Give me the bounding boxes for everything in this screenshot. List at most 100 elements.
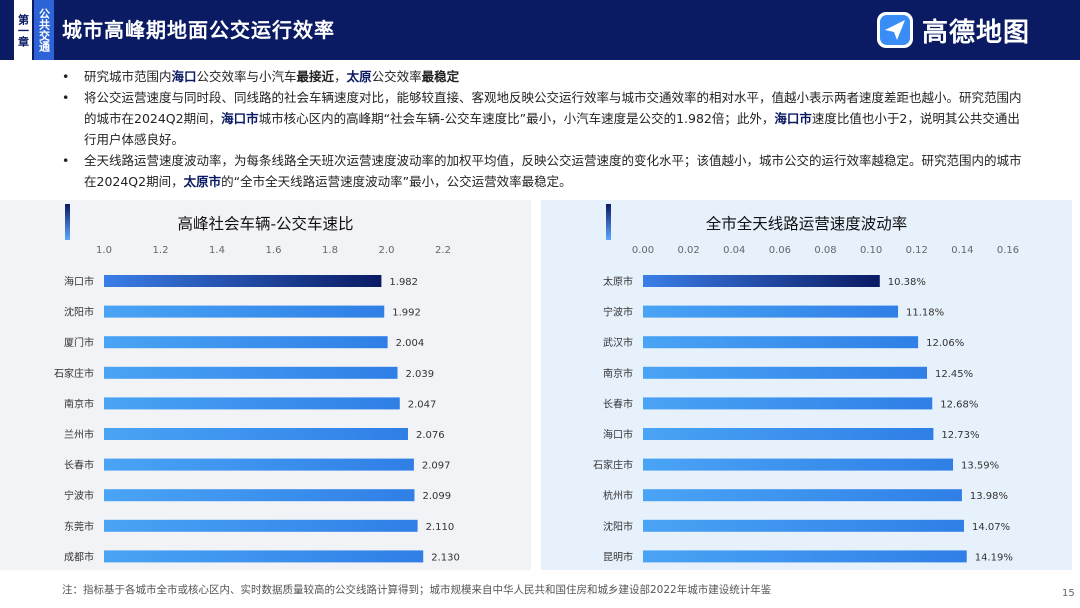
tick-label: 0.06	[769, 245, 791, 256]
value-label: 2.076	[416, 430, 445, 441]
bar	[104, 489, 415, 502]
category-label: 东莞市	[64, 520, 94, 533]
category-label: 海口市	[603, 428, 633, 441]
category-label: 昆明市	[603, 550, 633, 563]
bullet-dot-icon: •	[62, 90, 70, 105]
category-label: 杭州市	[603, 489, 633, 502]
value-label: 10.38%	[888, 277, 926, 288]
panel-accent-bar	[65, 204, 70, 240]
category-label: 长春市	[603, 397, 633, 410]
speed-ratio-chart: 1.0 1.2 1.4 1.6 1.8 2.0 2.2 海口市 1.982 沈阳市 1.992 厦门市…	[54, 245, 460, 563]
bullet-text: 全天线路运营速度波动率，为每条线路全天班次运营速度波动率的加权平均值，反映公交运…	[84, 153, 1022, 189]
value-label: 14.07%	[972, 522, 1010, 533]
value-label: 14.19%	[975, 552, 1013, 563]
bullet-item: • 研究城市范围内海口公交效率与小汽车最接近，太原公交效率最稳定	[62, 66, 1022, 87]
bar	[643, 397, 933, 410]
bar	[104, 305, 385, 318]
bar	[643, 336, 919, 349]
category-label: 南京市	[64, 397, 94, 410]
panel-accent-bar	[606, 204, 611, 240]
category-label: 沈阳市	[64, 306, 94, 319]
amap-logo-icon	[877, 12, 913, 48]
bullet-text: 速度比值也小于2，说明其公共交通出行用户体感良好。	[84, 111, 1020, 147]
value-label: 2.004	[396, 338, 425, 349]
bullet-bold: 最稳定	[421, 69, 460, 84]
bullet-text: 公交效率	[371, 69, 422, 84]
tick-label: 1.0	[96, 245, 112, 256]
category-label: 厦门市	[64, 336, 94, 349]
value-label: 1.982	[389, 277, 418, 288]
bullet-highlight: 太原市	[183, 174, 222, 189]
logo-text: 高德地图	[922, 17, 1031, 48]
bar	[643, 305, 899, 318]
amap-logo: 高德地图	[876, 10, 1030, 50]
bullet-text: 研究城市范围内	[84, 69, 172, 84]
tick-label: 2.0	[379, 245, 395, 256]
bar	[104, 336, 388, 349]
bullet-text: 将公交运营速度与同时段、同线路的社会车辆速度对比，能够较直接、客观地反映公交运行…	[84, 90, 1022, 126]
tick-label: 1.6	[266, 245, 282, 256]
bar	[643, 275, 880, 287]
tick-label: 0.08	[814, 245, 836, 256]
tick-label: 1.2	[153, 245, 169, 256]
category-label: 兰州市	[64, 428, 94, 441]
bar	[104, 458, 414, 471]
tick-label: 1.8	[322, 245, 338, 256]
chart-title: 高峰社会车辆-公交车速比	[177, 215, 354, 233]
tick-label: 0.12	[906, 245, 928, 256]
category-label: 南京市	[603, 367, 633, 380]
bullet-item: • 全天线路运营速度波动率，为每条线路全天班次运营速度波动率的加权平均值，反映公…	[62, 150, 1022, 192]
value-label: 2.097	[422, 461, 451, 472]
bullet-text: ，	[334, 69, 347, 84]
value-label: 12.45%	[935, 369, 973, 380]
value-label: 1.992	[392, 308, 421, 319]
page-number: 15	[1062, 588, 1075, 599]
tick-label: 0.00	[632, 245, 654, 256]
section-label: 公共交通	[34, 0, 54, 60]
bar	[104, 366, 398, 379]
value-label: 11.18%	[906, 308, 944, 319]
bar	[104, 428, 408, 440]
value-label: 2.110	[426, 522, 455, 533]
category-label: 石家庄市	[54, 367, 94, 380]
tick-label: 0.02	[677, 245, 699, 256]
speed-ratio-chart-panel: 高峰社会车辆-公交车速比 1.0 1.2 1.4 1.6 1.8 2.0 2.2 海口市 1.9…	[0, 200, 531, 570]
tick-label: 0.10	[860, 245, 882, 256]
tick-label: 0.14	[951, 245, 973, 256]
value-label: 12.73%	[941, 430, 979, 441]
bullet-text: 公交效率与小汽车	[196, 69, 297, 84]
value-label: 2.099	[422, 491, 451, 502]
bullet-highlight: 海口市	[221, 111, 259, 126]
category-label: 宁波市	[603, 306, 633, 319]
value-label: 2.047	[408, 399, 437, 410]
category-label: 长春市	[64, 459, 94, 472]
bar	[104, 519, 418, 532]
category-label: 武汉市	[603, 336, 633, 349]
bar	[643, 428, 934, 440]
bullet-bold: 最接近	[296, 69, 335, 84]
bar	[643, 458, 954, 471]
tick-label: 2.2	[435, 245, 451, 256]
value-label: 13.98%	[970, 491, 1008, 502]
value-label: 12.06%	[926, 338, 964, 349]
value-label: 2.130	[431, 552, 460, 563]
bar	[643, 550, 967, 563]
category-label: 成都市	[64, 550, 94, 563]
bar	[643, 489, 962, 502]
bullet-text: 城市核心区内的高峰期“社会车辆-公交车速度比”最小，小汽车速度是公交的1.982…	[258, 111, 775, 126]
category-label: 太原市	[603, 275, 633, 288]
tick-label: 1.4	[209, 245, 225, 256]
bullet-highlight: 太原	[346, 69, 372, 84]
category-label: 沈阳市	[603, 520, 633, 533]
fluctuation-chart: 0.00 0.02 0.04 0.06 0.08 0.10 0.12 0.14 0.16 太原市 1…	[593, 245, 1019, 563]
bullet-highlight: 海口市	[774, 111, 812, 126]
bar	[104, 550, 424, 563]
bullet-dot-icon: •	[62, 69, 70, 84]
value-label: 2.039	[406, 369, 435, 380]
bullet-dot-icon: •	[62, 153, 70, 168]
header-bar: 第一章 公共交通 城市高峰期地面公交运行效率 高德地图	[0, 0, 1080, 60]
bar	[643, 366, 928, 379]
value-label: 13.59%	[961, 461, 999, 472]
category-label: 海口市	[64, 275, 94, 288]
bar	[104, 397, 400, 410]
